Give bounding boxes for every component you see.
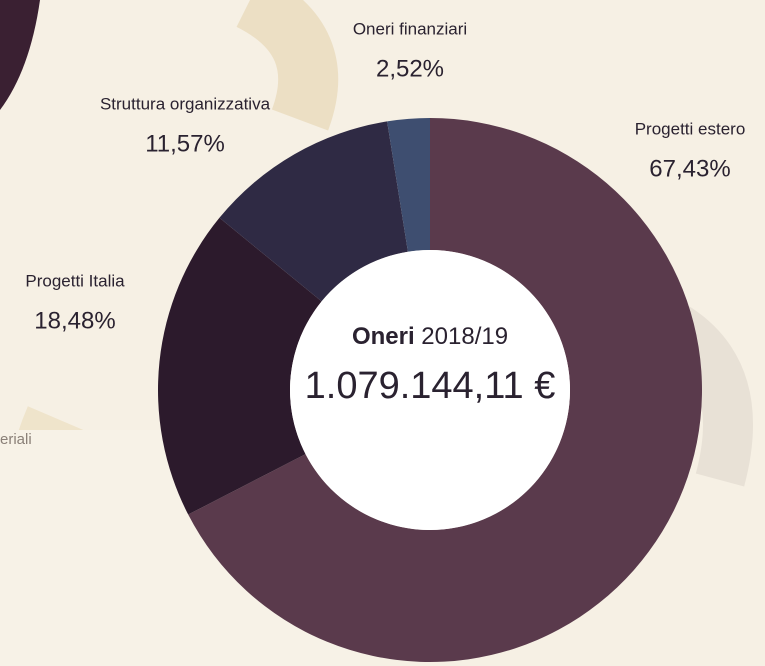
center-title-main: Oneri (352, 323, 415, 350)
slice (387, 118, 430, 252)
slice-label: Oneri finanziari (353, 19, 467, 38)
donut (158, 118, 703, 662)
slice-value-label: 67,43% (649, 155, 730, 182)
slice-value-label: 11,57% (145, 130, 225, 157)
center-total: 1.079.144,11 € (305, 365, 556, 407)
slice (188, 118, 703, 662)
center-title: Oneri 2018/19 (352, 323, 508, 350)
center-subtitle: 2018/19 (421, 323, 508, 350)
slice-value-label: 2,52% (376, 55, 444, 82)
slice-value-label: 18,48% (34, 307, 115, 334)
donut-hole (290, 250, 570, 530)
slice-label: Progetti estero (635, 119, 746, 138)
slice (158, 217, 322, 515)
slice-label: Struttura organizzativa (100, 94, 271, 113)
decorative-arc (0, 0, 40, 110)
cropped-label: eriali (0, 431, 32, 448)
slice-label: Progetti Italia (25, 271, 125, 290)
slice (219, 121, 408, 302)
